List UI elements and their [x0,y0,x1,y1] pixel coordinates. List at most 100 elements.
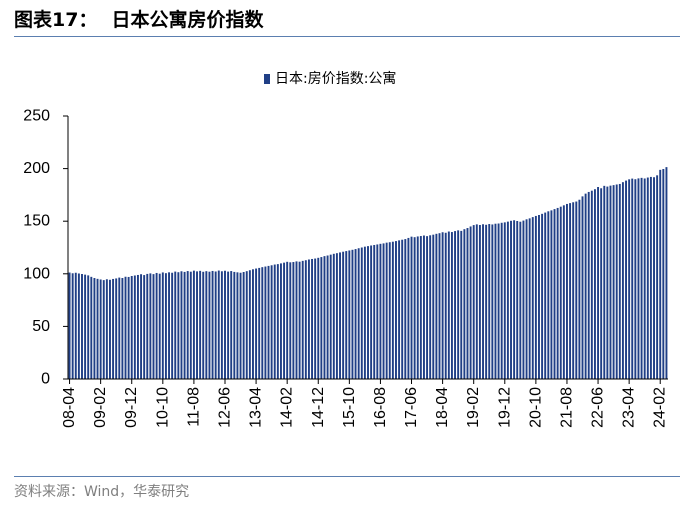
bar [357,248,360,379]
bar [447,231,450,379]
bar [133,275,136,379]
bar [112,278,115,379]
bar [84,274,87,379]
bar [376,244,379,379]
bar [118,277,121,379]
x-tick-label: 11-08 [185,387,202,427]
bar [665,167,668,379]
bar [572,202,575,379]
bar [500,222,503,379]
bar [242,272,245,379]
x-tick-label: 24-02 [652,387,669,428]
bar [597,187,600,379]
bar [258,267,261,379]
source-note: 资料来源：Wind，华泰研究 [14,484,190,500]
bar [189,271,192,379]
bar [81,274,83,379]
bar [109,279,111,379]
bar [124,276,127,379]
bar [220,271,223,379]
x-axis: 08-04 09-02 09-12 10-10 11-08 12-06 13-04 14-02… [61,378,669,428]
bar [550,210,553,379]
bar [186,271,189,379]
bar [634,179,637,379]
bar [659,169,662,379]
y-tick-label: 100 [23,265,50,282]
bar [419,236,422,379]
x-tick-label: 08-04 [61,387,78,428]
bar [432,234,435,379]
bar [248,270,251,379]
bar [404,239,407,379]
bar [233,271,236,379]
figure-header: 图表17： 日本公寓房价指数 [14,8,263,32]
bar [569,203,572,379]
bar [491,224,494,379]
bar [510,220,512,379]
bar [497,223,500,379]
bar [643,178,646,379]
bar [286,261,289,379]
bar [416,236,419,379]
x-tick-label: 15-10 [341,387,358,428]
bar [192,270,195,379]
bar [584,193,587,379]
bar [506,221,509,379]
bar [656,175,659,379]
bar [121,278,124,379]
bar [363,246,366,379]
y-tick-label: 200 [23,160,50,177]
bar [180,271,183,379]
x-tick-label: 20-10 [527,387,544,428]
bar [227,271,230,379]
bar [71,273,74,379]
bar [609,185,612,379]
legend-swatch [264,74,270,84]
bar [168,272,170,379]
bar [578,199,581,379]
bar [90,276,93,379]
bar [279,263,282,379]
bar [503,222,506,379]
bar [646,177,649,379]
x-tick-label: 13-04 [248,387,265,428]
y-tick-label: 250 [23,108,50,125]
bar [202,271,205,379]
bar [301,260,304,379]
bar [398,240,401,379]
bar [475,224,478,379]
bar [87,275,90,379]
bar [612,185,615,379]
bars [68,167,668,379]
bar [388,242,391,379]
bar [531,217,534,379]
bar [283,262,286,379]
bar [261,267,264,379]
bar [96,278,99,379]
bar [354,249,357,379]
bar [618,183,621,379]
bar [410,236,413,379]
bar [214,271,217,379]
bar [339,252,341,379]
bar [438,233,441,379]
bar [348,250,351,379]
bar [534,215,537,379]
bar [422,235,425,379]
bar [155,272,158,379]
x-tick-label: 12-06 [216,387,233,428]
bar [270,265,273,379]
bar [625,180,627,379]
bar [615,184,618,379]
bar [264,266,267,379]
bar [379,243,382,379]
bar [164,273,167,379]
legend-label: 日本:房价指数:公寓 [275,70,396,87]
bar [454,231,457,379]
bar [640,177,643,379]
bar [522,220,525,379]
bar [298,261,301,379]
bar [224,270,226,379]
x-tick-label: 09-02 [92,387,109,428]
